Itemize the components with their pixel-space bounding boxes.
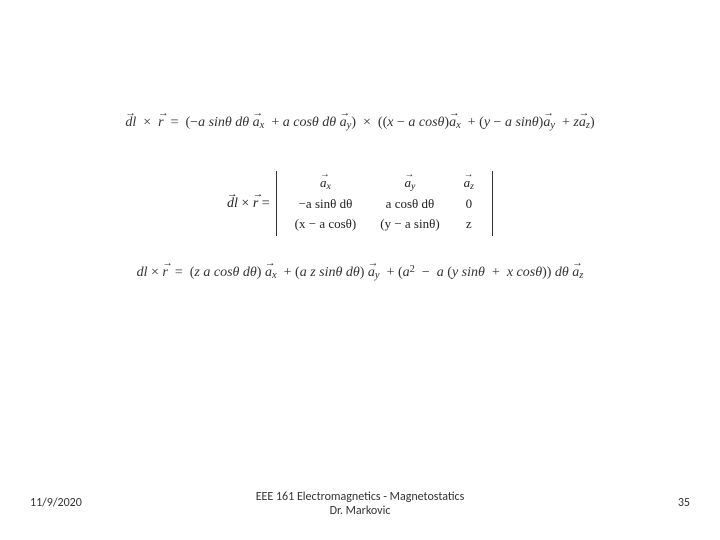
vec-dl: dl	[125, 115, 136, 131]
vec-r: r	[158, 115, 163, 131]
det-r3c1: (x − a cosθ)	[295, 216, 357, 231]
det-r2c1: −a sinθ dθ	[299, 196, 353, 211]
det-r3c2: (y − a sinθ)	[380, 216, 439, 231]
determinant-bars: ax ay az −a sinθ dθ a cosθ dθ 0 (x − a c…	[276, 171, 493, 236]
det-r2c3: 0	[466, 196, 473, 211]
det-r2c2: a cosθ dθ	[386, 196, 435, 211]
equation-3: dl × r = (z a cosθ dθ) ax + (a z sinθ dθ…	[0, 264, 720, 281]
equation-2-lhs: dl × r =	[227, 196, 270, 212]
det-r3c3: z	[466, 216, 472, 231]
equation-2: dl × r = ax ay az −a sinθ dθ a cosθ dθ 0…	[0, 171, 720, 236]
determinant-matrix: ax ay az −a sinθ dθ a cosθ dθ 0 (x − a c…	[283, 173, 486, 234]
equation-1: dl × r = (−a sinθ dθ ax + a cosθ dθ ay) …	[0, 115, 720, 131]
footer-course-line1: EEE 161 Electromagnetics - Magnetostatic…	[256, 490, 465, 504]
slide-footer: 11/9/2020 EEE 161 Electromagnetics - Mag…	[0, 490, 720, 520]
equations-block: dl × r = (−a sinθ dθ ax + a cosθ dθ ay) …	[0, 115, 720, 281]
footer-center: EEE 161 Electromagnetics - Magnetostatic…	[0, 490, 720, 518]
footer-page-number: 35	[678, 496, 690, 510]
footer-course-line2: Dr. Markovic	[330, 504, 391, 518]
